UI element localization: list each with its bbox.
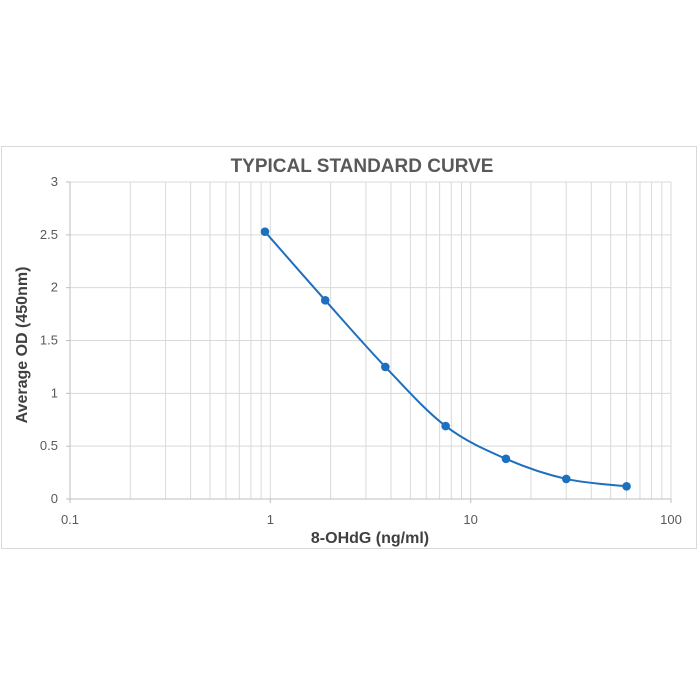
y-tick-label: 2 [51, 280, 58, 295]
x-axis-title: 8-OHdG (ng/ml) [311, 530, 429, 547]
y-tick-label: 1.5 [40, 333, 58, 348]
y-axis-title: Average OD (450nm) [14, 267, 31, 424]
grid-layer [70, 181, 672, 499]
data-point [501, 454, 511, 464]
data-point [561, 474, 571, 484]
series-line [264, 231, 627, 488]
chart-svg: 0 0.5 1 1.5 2 2.5 3 0.1 1 10 100 TYPICAL STANDARD … [14, 156, 682, 547]
tick-layer: 0 0.5 1 1.5 2 2.5 3 0.1 1 10 100 [40, 174, 682, 527]
data-point [381, 362, 390, 372]
axis-layer [66, 181, 672, 503]
series-layer [260, 227, 631, 491]
x-tick-label: 0.1 [61, 512, 79, 527]
x-tick-label: 10 [463, 512, 477, 527]
data-point [320, 296, 330, 305]
x-tick-label: 100 [660, 512, 682, 527]
data-point [441, 421, 450, 431]
data-point [622, 482, 631, 491]
x-tick-label: 1 [267, 512, 274, 527]
chart-title: TYPICAL STANDARD CURVE [231, 156, 494, 177]
y-tick-label: 0 [51, 491, 58, 506]
chart-frame: 0 0.5 1 1.5 2 2.5 3 0.1 1 10 100 TYPICAL STANDARD … [1, 146, 697, 549]
y-tick-label: 3 [51, 174, 58, 189]
y-tick-label: 0.5 [40, 438, 58, 453]
data-point [260, 227, 270, 236]
y-tick-label: 2.5 [40, 227, 58, 242]
y-tick-label: 1 [51, 385, 58, 400]
